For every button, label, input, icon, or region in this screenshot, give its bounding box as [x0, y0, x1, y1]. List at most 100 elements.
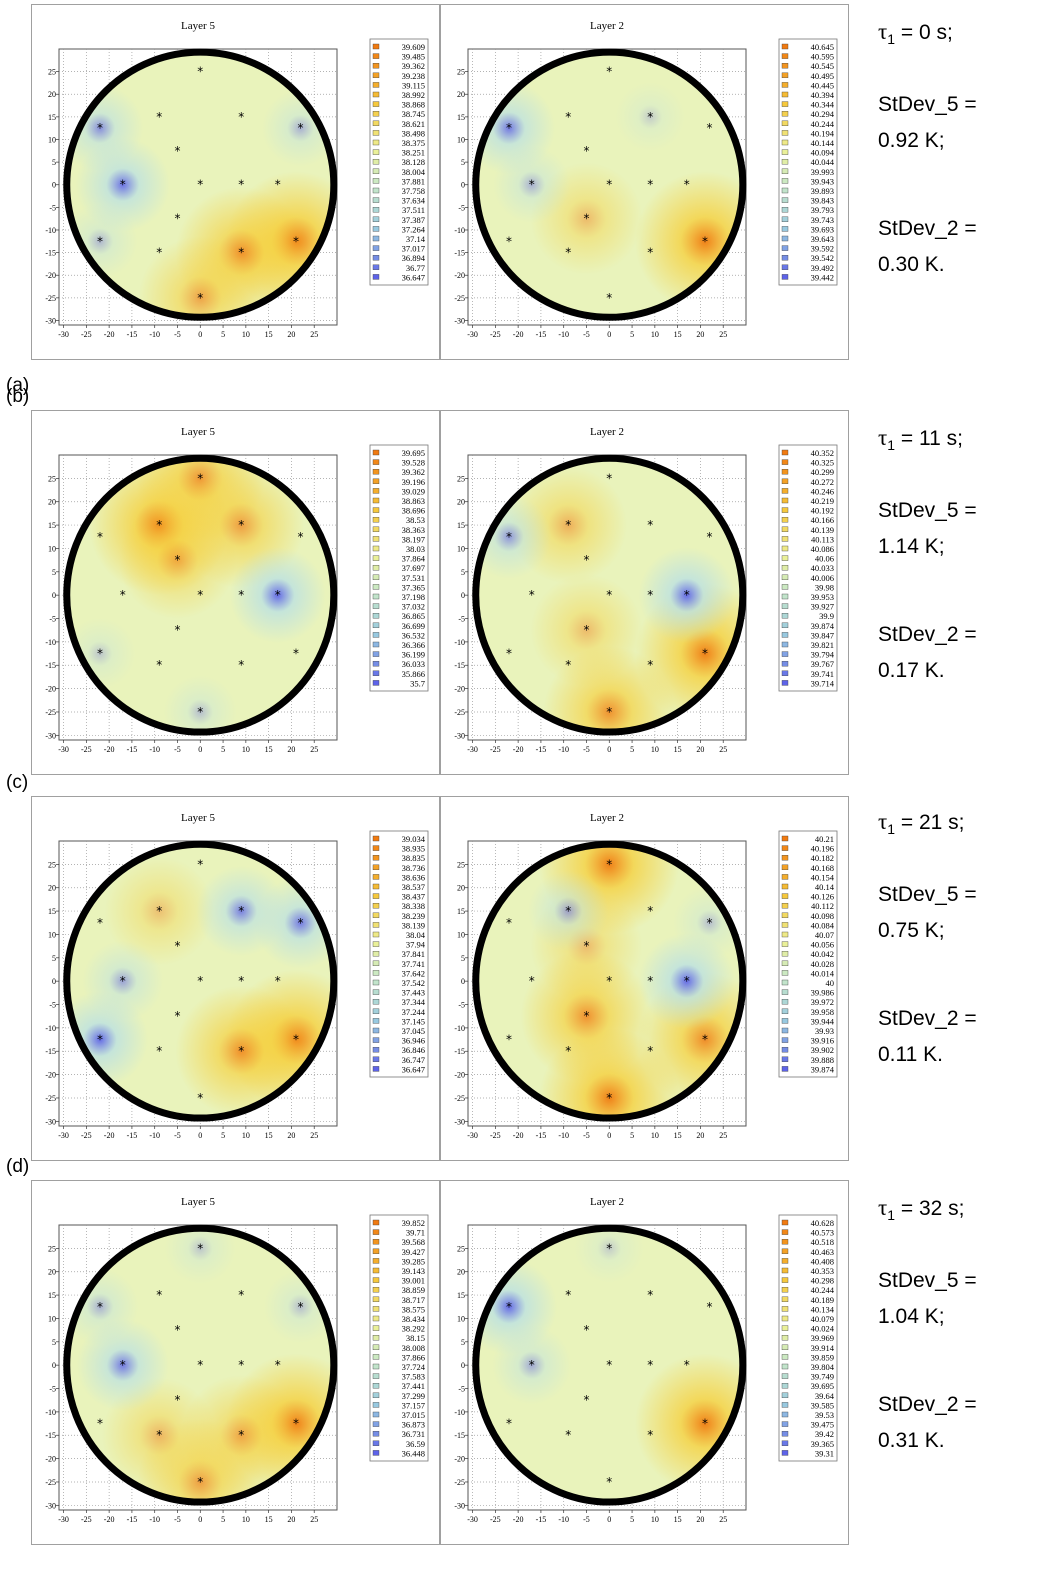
- legend-swatch: [372, 526, 380, 533]
- x-tick-label: 10: [651, 1131, 659, 1140]
- legend-label: 40.219: [811, 496, 834, 506]
- legend-swatch: [372, 216, 380, 223]
- sensor-marker: *: [274, 974, 281, 988]
- legend-label: 36.647: [402, 1064, 425, 1074]
- sensor-marker: *: [197, 857, 204, 871]
- legend-label: 36.532: [402, 630, 425, 640]
- x-tick-label: 25: [719, 1515, 727, 1524]
- stdev5-value: 1.04 K;: [878, 1305, 945, 1328]
- x-tick-label: -10: [149, 330, 160, 339]
- x-tick-label: -25: [490, 1131, 501, 1140]
- sensor-marker: *: [174, 1323, 181, 1337]
- legend-swatch: [781, 130, 789, 136]
- sensor-marker: *: [238, 904, 245, 918]
- legend-label: 40.445: [811, 80, 834, 90]
- legend-label: 37.365: [402, 582, 425, 592]
- legend-label: 38.717: [402, 1295, 425, 1305]
- legend-swatch: [781, 874, 789, 880]
- x-tick-label: 15: [265, 1515, 273, 1524]
- legend-label: 39.927: [811, 602, 834, 612]
- legend-swatch: [781, 864, 789, 871]
- sensor-marker: *: [156, 110, 163, 124]
- x-tick-label: -20: [513, 330, 524, 339]
- x-tick-label: -10: [558, 745, 569, 754]
- y-tick-label: -20: [454, 271, 465, 280]
- sensor-marker: *: [96, 1033, 103, 1047]
- sensor-marker: *: [174, 144, 181, 158]
- legend-label: 38.004: [402, 167, 426, 177]
- legend-swatch: [372, 622, 380, 629]
- legend-label: 38.736: [402, 863, 425, 873]
- legend-label: 40.094: [811, 148, 835, 158]
- legend-label: 37.642: [402, 968, 425, 978]
- y-tick-label: 25: [48, 474, 56, 483]
- legend-label: 40.113: [811, 534, 834, 544]
- y-tick-label: -15: [45, 661, 56, 670]
- y-tick-label: 20: [457, 1268, 465, 1277]
- x-tick-label: -10: [149, 745, 160, 754]
- y-tick-label: -15: [454, 249, 465, 258]
- legend-swatch: [372, 1046, 380, 1053]
- legend-swatch: [372, 101, 380, 107]
- legend-swatch: [781, 931, 789, 938]
- x-tick-label: -20: [104, 745, 115, 754]
- y-tick-label: -10: [45, 1024, 56, 1033]
- y-tick-label: 15: [457, 1291, 465, 1300]
- x-tick-label: -10: [149, 1131, 160, 1140]
- legend-swatch: [781, 1373, 789, 1379]
- legend-swatch: [372, 1037, 380, 1043]
- legend-label: 39.944: [811, 1016, 835, 1026]
- sensor-marker: *: [606, 291, 613, 305]
- heatmap-svg: Layer 2 -30 -25 -20 -15 -10 -5 0 5 10 15 20 25 25 20 15…: [454, 20, 838, 339]
- legend-swatch: [781, 158, 789, 165]
- x-tick-label: 0: [607, 745, 611, 754]
- sensor-marker: *: [238, 1288, 245, 1302]
- legend-swatch: [781, 622, 789, 629]
- y-tick-label: 10: [48, 1314, 56, 1323]
- y-tick-label: 15: [457, 907, 465, 916]
- legend-swatch: [781, 53, 789, 59]
- sensor-marker: *: [96, 121, 103, 135]
- sensor-marker: *: [647, 904, 654, 918]
- legend-label: 40.189: [811, 1295, 834, 1305]
- legend-swatch: [781, 110, 789, 117]
- legend-swatch: [372, 91, 380, 98]
- legend-swatch: [372, 187, 380, 194]
- y-tick-label: 25: [457, 860, 465, 869]
- x-tick-label: -25: [81, 1515, 92, 1524]
- legend-swatch: [372, 516, 380, 523]
- legend-swatch: [781, 603, 789, 609]
- legend-label: 38.239: [402, 911, 425, 921]
- legend-swatch: [781, 902, 789, 909]
- x-tick-label: 10: [242, 330, 250, 339]
- legend-label: 40.134: [811, 1304, 835, 1314]
- legend-label: 37.583: [402, 1372, 425, 1382]
- x-tick-label: 5: [630, 330, 634, 339]
- wafer-rim: [63, 48, 338, 321]
- sensor-marker: *: [683, 974, 690, 988]
- legend-label: 38.434: [402, 1314, 426, 1324]
- sensor-marker: *: [683, 588, 690, 602]
- legend-swatch: [781, 979, 789, 986]
- sensor-marker: *: [197, 1091, 204, 1105]
- x-tick-label: -30: [467, 745, 478, 754]
- sensor-marker: *: [606, 705, 613, 719]
- x-tick-label: 10: [651, 330, 659, 339]
- sensor-marker: *: [174, 1009, 181, 1023]
- legend-label: 38.935: [402, 844, 425, 854]
- legend-swatch: [781, 1315, 789, 1322]
- legend-label: 40.033: [811, 563, 834, 573]
- sensor-marker: *: [96, 1417, 103, 1431]
- row-label: (c): [6, 772, 29, 793]
- x-tick-label: -30: [467, 1515, 478, 1524]
- sensor-marker: *: [505, 234, 512, 248]
- stdev5-value: 1.14 K;: [878, 535, 945, 558]
- y-tick-label: 25: [457, 68, 465, 77]
- legend-label: 40.168: [811, 863, 834, 873]
- sensor-marker: *: [505, 647, 512, 661]
- hot-spot: [104, 856, 214, 966]
- x-tick-label: -10: [558, 330, 569, 339]
- time-label: τ1 = 32 s;: [878, 1195, 965, 1224]
- legend-swatch: [372, 1440, 380, 1446]
- cold-spot: [82, 940, 164, 1022]
